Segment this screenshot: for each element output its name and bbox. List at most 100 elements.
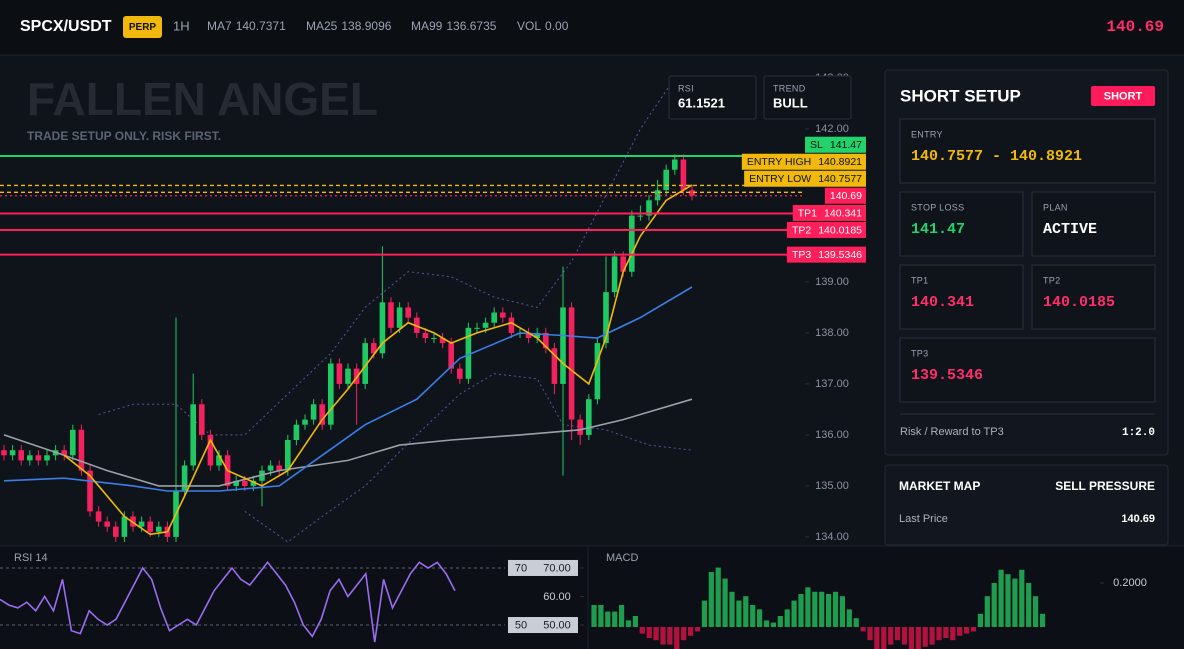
- histogram-bar: [970, 626, 977, 632]
- histogram-bar: [619, 604, 625, 627]
- candle-body: [328, 363, 334, 425]
- level-label: TP3: [792, 249, 811, 261]
- histogram-bar: [722, 578, 728, 627]
- histogram-bar: [743, 596, 749, 627]
- level-value: 141.47: [830, 139, 862, 151]
- ma-line: [63, 184, 693, 536]
- histogram-bar: [591, 604, 597, 627]
- candle-body: [310, 404, 317, 420]
- last-price: 140.69: [1106, 18, 1164, 36]
- candle-body: [577, 419, 583, 435]
- histogram-bar: [977, 613, 983, 627]
- candle-body: [267, 465, 274, 471]
- candle-body: [242, 480, 248, 486]
- candle-body: [1, 450, 7, 456]
- histogram-bar: [1039, 613, 1046, 627]
- band-line: [244, 373, 693, 543]
- histogram-bar: [688, 626, 694, 636]
- y-tick-label: 139.00: [815, 276, 849, 288]
- candle-body: [637, 215, 644, 217]
- histogram-bar: [874, 626, 880, 649]
- badge-bg: [123, 16, 162, 38]
- field-value: 140.341: [911, 294, 974, 311]
- histogram-bar: [929, 626, 935, 645]
- level-value: 140.8921: [818, 156, 862, 168]
- histogram-bar: [950, 626, 956, 641]
- histogram-bar: [984, 596, 990, 627]
- stat-box: [763, 75, 852, 120]
- macd-plot: [591, 567, 1046, 649]
- histogram-bar: [625, 620, 632, 627]
- candle-body: [654, 190, 661, 201]
- histogram-bar: [750, 604, 756, 627]
- histogram-bar: [715, 567, 721, 627]
- indicator-label: VOL: [517, 19, 541, 33]
- histogram-bar: [853, 618, 859, 627]
- ma-line: [3, 286, 693, 492]
- histogram-bar: [798, 593, 804, 627]
- field-label: PLAN: [1043, 202, 1068, 212]
- field-label: TP1: [911, 275, 928, 285]
- candle-body: [233, 480, 239, 486]
- level-value: 140.69: [830, 190, 862, 202]
- candle-body: [147, 521, 153, 532]
- rsi-axis: RSI 14 70 50 70.00 60.00 50.00: [14, 552, 584, 634]
- rr-value: 1:2.0: [1122, 427, 1155, 439]
- histogram-bar: [632, 615, 638, 627]
- candle-body: [525, 332, 532, 339]
- price-plot: [0, 77, 805, 543]
- candle-body: [405, 307, 411, 318]
- indicator: VOL 0.00: [517, 19, 569, 33]
- histogram-bar: [708, 571, 714, 627]
- indicator: MA7 140.7371: [207, 19, 286, 33]
- rsi-plot: [0, 561, 505, 643]
- field-value: ACTIVE: [1043, 221, 1097, 238]
- stat-label: TREND: [773, 83, 806, 93]
- interval[interactable]: 1H: [173, 18, 190, 33]
- side-badge: SHORT: [1104, 90, 1143, 102]
- candle-body: [199, 404, 205, 435]
- level-tag: [792, 204, 866, 221]
- candle-body: [121, 516, 128, 537]
- histogram-bar: [763, 620, 770, 627]
- level-label: 70: [515, 562, 527, 574]
- tp-box: [899, 264, 1024, 330]
- candle-body: [78, 429, 85, 471]
- level-label: TP2: [792, 224, 811, 236]
- histogram-bar: [1005, 574, 1011, 627]
- histogram-bar: [1019, 569, 1025, 627]
- histogram-bar: [881, 626, 887, 649]
- field-label: STOP LOSS: [911, 202, 964, 212]
- sl-box: [899, 191, 1024, 257]
- candle-body: [104, 521, 110, 527]
- histogram-bar: [598, 604, 604, 627]
- field-value: 141.47: [911, 221, 965, 238]
- field-label: ENTRY: [911, 129, 943, 139]
- candle-body: [44, 455, 50, 461]
- histogram-bar: [757, 609, 763, 627]
- level-label: TP1: [798, 207, 817, 219]
- histogram-bar: [694, 626, 701, 632]
- histogram-bar: [895, 626, 901, 641]
- candle-body: [319, 404, 325, 425]
- candle-body: [508, 317, 515, 333]
- rr-label: Risk / Reward to TP3: [900, 426, 1004, 438]
- histogram-bar: [729, 591, 735, 627]
- histogram-bar: [812, 591, 818, 627]
- histogram-bar: [943, 626, 949, 638]
- field-value: 139.5346: [911, 367, 983, 384]
- indicator-value: 138.9096: [341, 19, 391, 33]
- histogram-bar: [915, 626, 921, 649]
- histogram-bar: [805, 587, 811, 627]
- level-label: 50: [515, 619, 527, 631]
- histogram-bar: [770, 622, 776, 627]
- candle-body: [336, 363, 343, 384]
- indicator-value: 0.00: [545, 19, 569, 33]
- ma-line: [3, 398, 693, 487]
- candle-body: [371, 343, 377, 354]
- candle-body: [276, 465, 282, 471]
- candle-body: [457, 368, 463, 379]
- watermark-subtitle: TRADE SETUP ONLY. RISK FIRST.: [27, 129, 221, 143]
- histogram-bar: [1033, 596, 1039, 627]
